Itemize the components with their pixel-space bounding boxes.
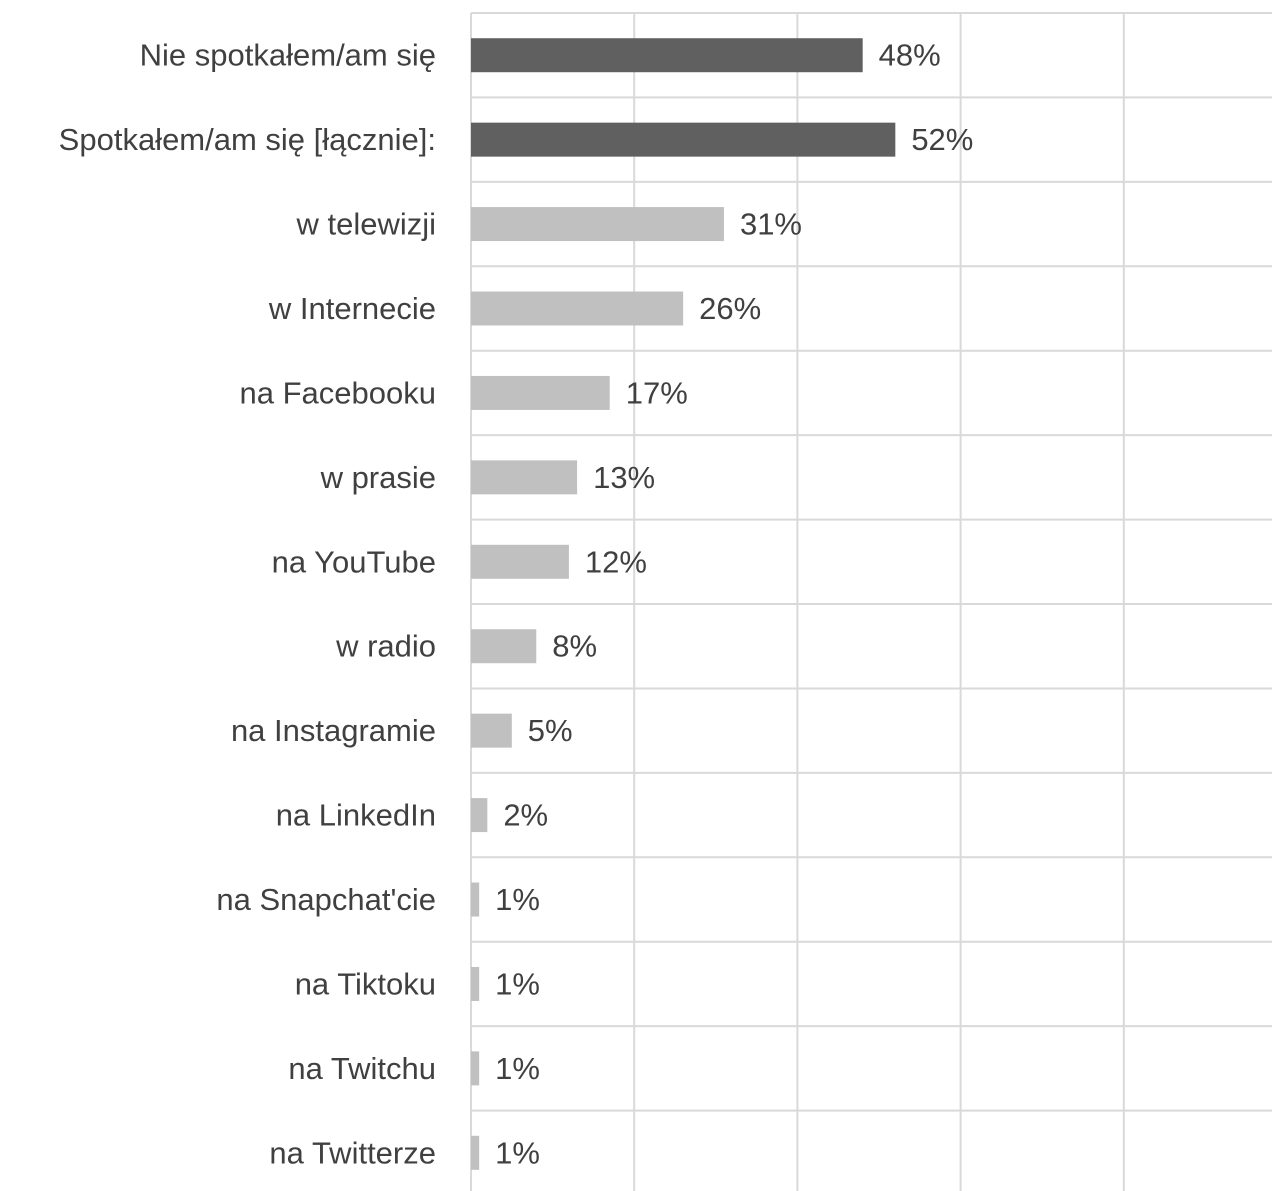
bar [471, 207, 724, 242]
category-label: w prasie [320, 460, 436, 495]
value-label: 1% [495, 1135, 540, 1170]
category-label: na Instagramie [231, 713, 436, 748]
category-label: na YouTube [272, 544, 436, 579]
value-label: 2% [503, 798, 548, 833]
bar [471, 122, 896, 157]
bar [471, 713, 512, 748]
value-label: 8% [552, 629, 597, 664]
category-label: w telewizji [295, 207, 436, 242]
value-label: 48% [879, 38, 941, 73]
bars [471, 38, 896, 1170]
category-label: Spotkałem/am się [łącznie]: [59, 122, 436, 157]
value-label: 1% [495, 966, 540, 1001]
bar [471, 882, 480, 917]
value-label: 17% [626, 375, 688, 410]
labels: Nie spotkałem/am się 48% Spotkałem/am się … [59, 38, 974, 1171]
bar [471, 38, 863, 73]
category-label: na Snapchat'cie [216, 882, 436, 917]
category-label: na LinkedIn [276, 798, 436, 833]
category-label: na Twitterze [269, 1135, 436, 1170]
value-label: 1% [495, 1051, 540, 1086]
bar [471, 798, 488, 833]
bar [471, 629, 537, 664]
category-label: Nie spotkałem/am się [140, 38, 436, 73]
bar [471, 460, 578, 495]
grid-lines [470, 12, 1272, 1191]
value-label: 13% [593, 460, 655, 495]
value-label: 5% [528, 713, 573, 748]
category-label: na Twitchu [288, 1051, 436, 1086]
value-label: 26% [699, 291, 761, 326]
category-label: w radio [335, 629, 436, 664]
category-label: na Tiktoku [295, 966, 436, 1001]
bar [471, 1051, 480, 1086]
value-label: 52% [911, 122, 973, 157]
category-label: w Internecie [268, 291, 436, 326]
category-label: na Facebooku [240, 375, 436, 410]
bar [471, 291, 684, 326]
bar [471, 544, 569, 579]
bar [471, 375, 610, 410]
value-label: 12% [585, 544, 647, 579]
bar [471, 1135, 480, 1170]
bar [471, 966, 480, 1001]
value-label: 1% [495, 882, 540, 917]
value-label: 31% [740, 207, 802, 242]
